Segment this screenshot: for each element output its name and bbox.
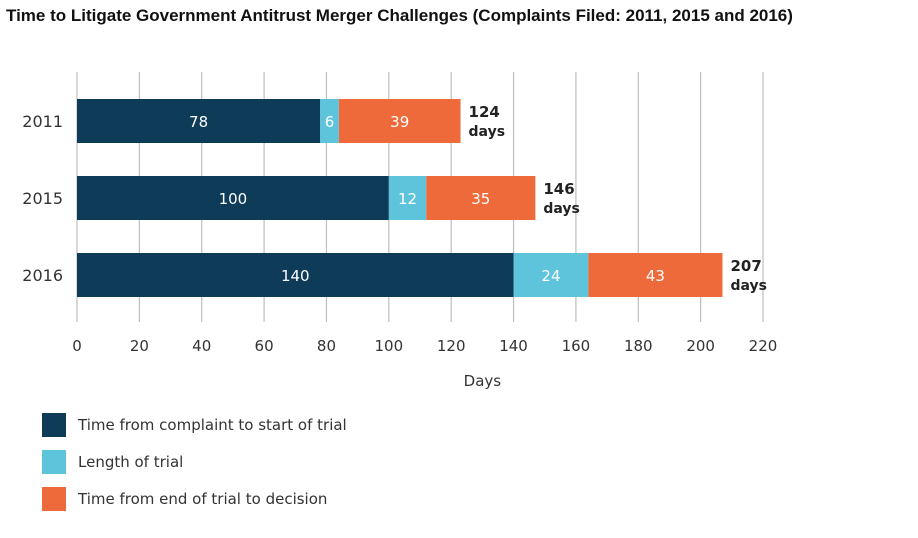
x-tick-label: 200 xyxy=(686,337,715,355)
bar-labels: 78 6 39 124 days 100 12 35 146 days 140 24 43 207 days xyxy=(189,103,767,294)
x-tick-label: 120 xyxy=(437,337,466,355)
x-axis-title: Days xyxy=(464,372,502,390)
total-unit-label: days xyxy=(543,201,580,217)
data-label: 6 xyxy=(325,113,335,131)
bar-segment xyxy=(320,99,339,143)
bar-segment xyxy=(77,99,321,143)
chart-title: Time to Litigate Government Antitrust Me… xyxy=(6,6,793,25)
legend-item-trial-to-decision: Time from end of trial to decision xyxy=(42,486,347,512)
data-label: 35 xyxy=(471,190,490,208)
legend-swatch-complaint-to-trial xyxy=(42,413,66,437)
bar-segment xyxy=(588,253,723,297)
data-label: 140 xyxy=(281,267,310,285)
total-unit-label: days xyxy=(469,124,506,140)
legend-item-complaint-to-trial: Time from complaint to start of trial xyxy=(42,412,347,438)
total-value-label: 124 xyxy=(469,103,500,121)
bar-segment xyxy=(388,176,427,220)
y-tick-label: 2015 xyxy=(22,189,63,208)
x-tick-label: 180 xyxy=(624,337,653,355)
data-label: 39 xyxy=(390,113,409,131)
axes: 0 20 40 60 80 100 120 140 160 180 200 220 Days 2011 20… xyxy=(22,112,777,390)
bars xyxy=(77,99,723,297)
total-value-label: 207 xyxy=(730,257,761,275)
x-tick-label: 0 xyxy=(72,337,82,355)
x-tick-label: 100 xyxy=(374,337,403,355)
bar-segment xyxy=(77,176,389,220)
x-tick-label: 160 xyxy=(562,337,591,355)
x-tick-label: 60 xyxy=(255,337,274,355)
x-tick-label: 140 xyxy=(499,337,528,355)
legend-swatch-trial-to-decision xyxy=(42,487,66,511)
data-label: 78 xyxy=(189,113,208,131)
data-label: 12 xyxy=(398,190,417,208)
x-tick-label: 40 xyxy=(192,337,211,355)
legend-label: Time from complaint to start of trial xyxy=(78,416,347,434)
x-tick-label: 20 xyxy=(130,337,149,355)
bar-segment xyxy=(426,176,536,220)
x-tick-label: 220 xyxy=(749,337,778,355)
legend-label: Length of trial xyxy=(78,453,184,471)
total-unit-label: days xyxy=(730,278,767,294)
data-label: 43 xyxy=(646,267,665,285)
bar-segment xyxy=(338,99,461,143)
data-label: 100 xyxy=(219,190,248,208)
legend-swatch-trial-length xyxy=(42,450,66,474)
y-tick-label: 2011 xyxy=(22,112,63,131)
legend-item-trial-length: Length of trial xyxy=(42,449,347,475)
bar-segment xyxy=(513,253,589,297)
data-label: 24 xyxy=(541,267,560,285)
x-tick-label: 80 xyxy=(317,337,336,355)
total-value-label: 146 xyxy=(543,180,574,198)
legend-label: Time from end of trial to decision xyxy=(78,490,328,508)
legend: Time from complaint to start of trial Le… xyxy=(42,412,347,523)
y-tick-label: 2016 xyxy=(22,266,63,285)
bar-segment xyxy=(77,253,514,297)
